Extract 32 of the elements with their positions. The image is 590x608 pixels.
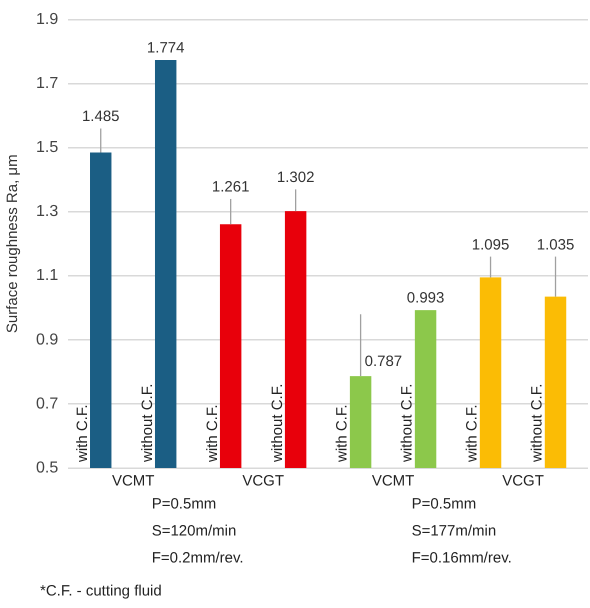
x-tick-label: without C.F.	[398, 384, 416, 463]
y-tick-label: 1.5	[36, 139, 58, 156]
data-label: 0.787	[364, 353, 402, 370]
text: P=0.5mm S=120m/min F=0.2mm/rev.	[152, 496, 244, 567]
text: *C.F. - cutting fluid	[40, 582, 162, 600]
x-tick-label: with C.F.	[464, 404, 481, 463]
y-tick-label: 1.3	[36, 203, 58, 220]
y-tick-label: 0.9	[36, 331, 58, 348]
data-label: 1.774	[146, 40, 184, 57]
text: VCMT	[372, 472, 414, 490]
text: VCGT	[242, 472, 284, 490]
y-axis-title: Surface roughness Ra, μm	[4, 154, 22, 334]
y-tick-label: 1.7	[36, 75, 58, 92]
data-label: 1.261	[212, 178, 250, 196]
x-tick-label: without C.F.	[138, 384, 156, 463]
text: P=0.5mm S=177m/min F=0.16mm/rev.	[412, 496, 512, 567]
text: VCMT	[112, 472, 154, 490]
data-label: 1.095	[472, 236, 510, 254]
data-label: 1.302	[276, 168, 314, 186]
text: VCGT	[502, 472, 544, 490]
data-label: 1.485	[82, 108, 120, 126]
x-tick-label: without C.F.	[528, 384, 546, 463]
y-tick-label: 1.9	[36, 11, 58, 28]
x-tick-label: with C.F.	[74, 404, 91, 463]
x-tick-label: with C.F.	[334, 404, 351, 463]
y-tick-label: 0.7	[36, 395, 58, 412]
data-label: 1.035	[536, 236, 574, 254]
y-tick-label: 0.5	[36, 459, 58, 476]
y-tick-label: 1.1	[36, 267, 58, 284]
data-label: 0.993	[406, 290, 444, 307]
x-tick-label: with C.F.	[204, 404, 221, 463]
x-tick-label: without C.F.	[268, 384, 286, 463]
